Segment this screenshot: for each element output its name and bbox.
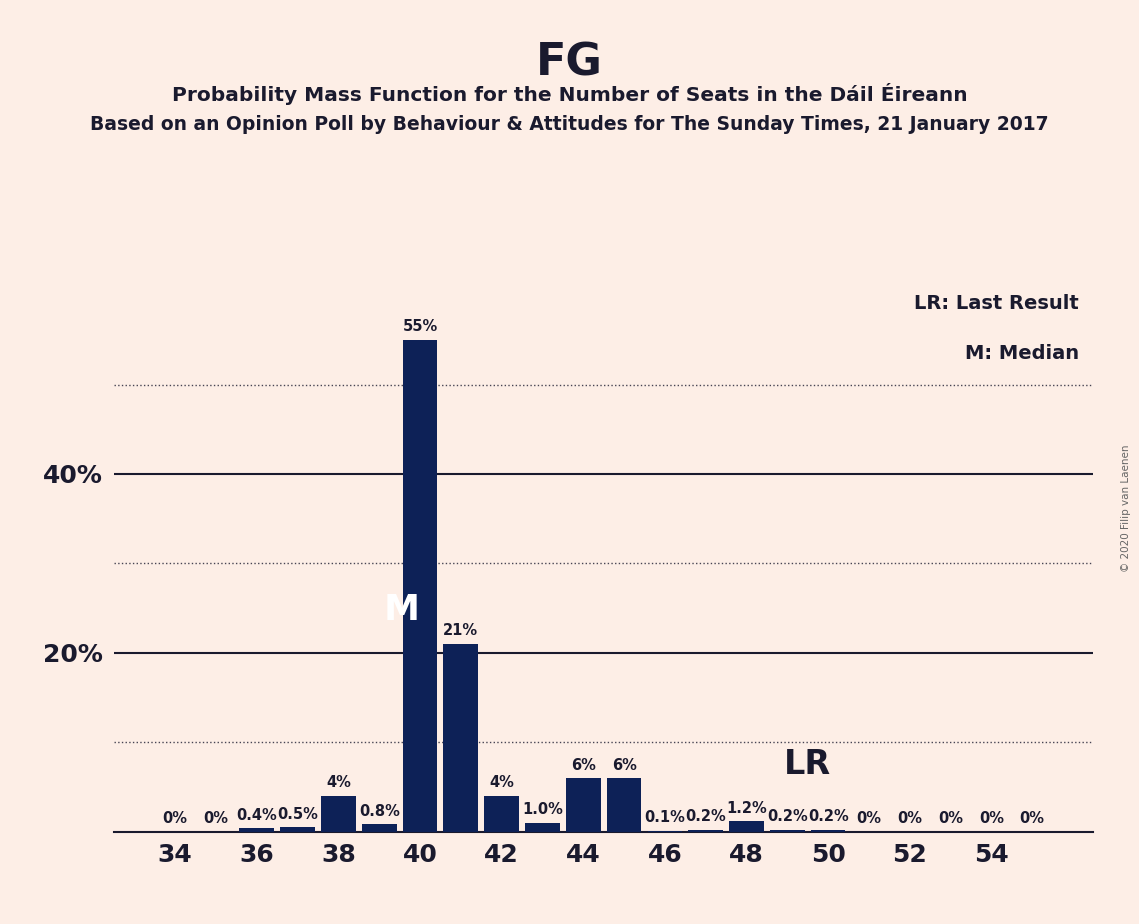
Bar <box>403 340 437 832</box>
Bar <box>484 796 519 832</box>
Bar <box>811 830 845 832</box>
Bar <box>443 644 478 832</box>
Text: Based on an Opinion Poll by Behaviour & Attitudes for The Sunday Times, 21 Janua: Based on an Opinion Poll by Behaviour & … <box>90 116 1049 135</box>
Text: 55%: 55% <box>402 320 437 334</box>
Bar <box>688 830 723 832</box>
Text: 21%: 21% <box>443 624 478 638</box>
Bar <box>239 828 274 832</box>
Text: Probability Mass Function for the Number of Seats in the Dáil Éireann: Probability Mass Function for the Number… <box>172 83 967 105</box>
Text: M: Median: M: Median <box>965 344 1079 363</box>
Bar <box>525 822 559 832</box>
Bar <box>607 778 641 832</box>
Text: 0.2%: 0.2% <box>686 809 726 824</box>
Bar <box>280 827 314 832</box>
Text: 0.1%: 0.1% <box>645 810 686 825</box>
Text: 6%: 6% <box>571 758 596 772</box>
Text: © 2020 Filip van Laenen: © 2020 Filip van Laenen <box>1121 444 1131 572</box>
Text: 0.2%: 0.2% <box>767 809 808 824</box>
Text: LR: Last Result: LR: Last Result <box>913 294 1079 313</box>
Text: 0.2%: 0.2% <box>808 809 849 824</box>
Text: 0%: 0% <box>939 811 964 826</box>
Text: FG: FG <box>536 42 603 85</box>
Text: 0%: 0% <box>898 811 923 826</box>
Text: 0.5%: 0.5% <box>277 807 318 821</box>
Text: 1.2%: 1.2% <box>727 800 767 816</box>
Bar <box>321 796 355 832</box>
Text: 4%: 4% <box>326 775 351 790</box>
Bar <box>362 824 396 832</box>
Text: 0.8%: 0.8% <box>359 804 400 819</box>
Text: 0%: 0% <box>163 811 188 826</box>
Text: 0.4%: 0.4% <box>237 808 277 822</box>
Text: 0%: 0% <box>978 811 1003 826</box>
Text: 6%: 6% <box>612 758 637 772</box>
Text: 4%: 4% <box>489 775 514 790</box>
Text: 0%: 0% <box>857 811 882 826</box>
Text: 0%: 0% <box>1019 811 1044 826</box>
Text: M: M <box>384 593 419 627</box>
Bar <box>566 778 600 832</box>
Text: 1.0%: 1.0% <box>522 802 563 818</box>
Bar <box>770 830 804 832</box>
Bar <box>729 821 764 832</box>
Text: LR: LR <box>784 748 831 781</box>
Text: 0%: 0% <box>204 811 229 826</box>
